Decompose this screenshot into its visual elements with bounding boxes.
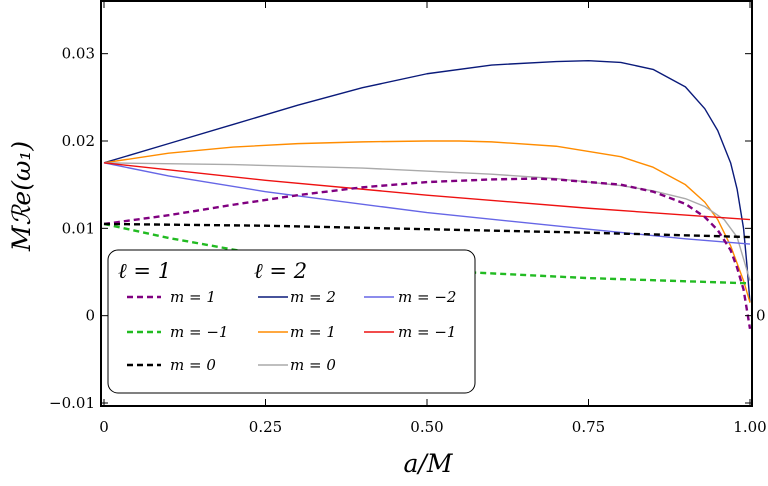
legend-label-1: m = −1	[170, 323, 228, 341]
y-tick-label-3: 0.02	[62, 132, 95, 150]
y-tick-label-1: 0	[85, 307, 95, 325]
series-line-0	[103, 59, 751, 303]
legend: ℓ = 1 ℓ = 2 m = 1m = −1m = 0m = 2m = 1m …	[107, 249, 476, 394]
y-right-label: 0	[756, 307, 766, 325]
legend-label-0: m = 1	[170, 288, 216, 306]
ticks-layer	[101, 1, 752, 406]
x-axis-title: a/M	[404, 449, 454, 478]
series-line-1	[103, 140, 751, 303]
y-tick-label-4: 0.03	[62, 45, 95, 63]
series-line-5	[103, 177, 752, 329]
legend-box	[107, 249, 476, 394]
y-tick-label-0: −0.01	[49, 394, 95, 412]
series-line-2	[103, 162, 751, 281]
series-line-7	[103, 222, 751, 239]
legend-group-title-l2: ℓ = 2	[254, 259, 307, 283]
series-line-3	[103, 162, 751, 245]
x-tick-label-3: 0.75	[572, 418, 605, 436]
y-axis-title: Mℛe(ω₁)	[7, 141, 36, 252]
y-tick-label-2: 0.01	[62, 219, 95, 237]
legend-entries: m = 1 m = −1 m = 0 m = 2 m = 1 m = 0 m = −2 m =…	[127, 288, 456, 374]
x-tick-label-0: 0	[99, 418, 109, 436]
legend-label-7: m = −1	[398, 323, 456, 341]
legend-label-6: m = −2	[398, 288, 456, 306]
legend-label-3: m = 2	[290, 288, 336, 306]
legend-label-2: m = 0	[170, 356, 216, 374]
legend-label-5: m = 0	[290, 356, 336, 374]
x-tick-label-4: 1.00	[733, 418, 766, 436]
series-line-4	[103, 162, 751, 221]
x-tick-label-1: 0.25	[249, 418, 282, 436]
x-tick-label-2: 0.50	[410, 418, 443, 436]
legend-label-4: m = 1	[290, 323, 336, 341]
legend-group-title-l1: ℓ = 1	[118, 259, 171, 283]
series-layer	[103, 59, 752, 329]
